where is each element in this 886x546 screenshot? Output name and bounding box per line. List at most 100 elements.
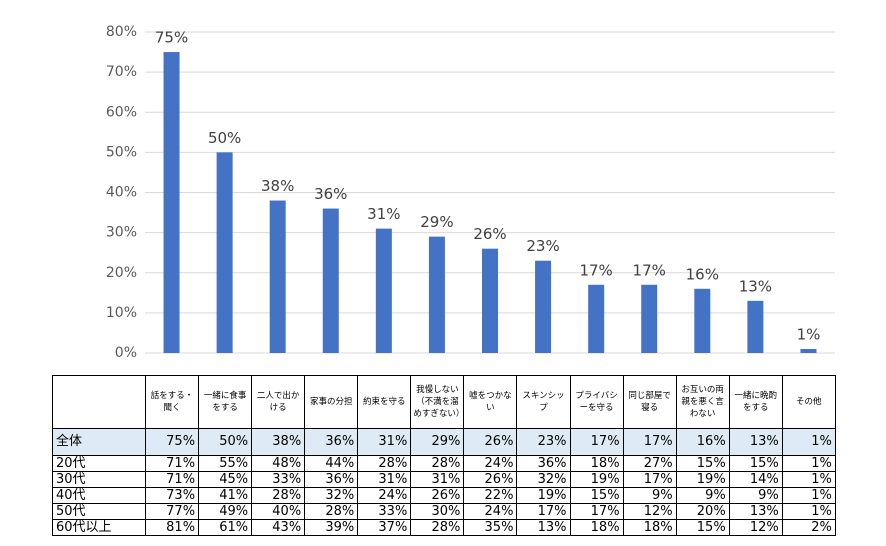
bar [428, 236, 445, 353]
table-cell: 17% [569, 503, 624, 520]
table-cell: 1% [781, 503, 836, 520]
table-cell: 28% [357, 455, 412, 472]
corner-cell [52, 375, 146, 429]
table-cell: 24% [463, 503, 518, 520]
row-label: 20代 [52, 455, 146, 472]
chart: 0% 10% 20% 30% 40% 50% 60% 70% 80% 75% 50% 38% 36% 31… [106, 24, 835, 361]
column-header: 同じ部屋で寝る [622, 375, 677, 429]
bar [800, 348, 817, 353]
column-header: スキンシップ [516, 375, 571, 429]
table-cell: 1% [781, 428, 836, 456]
bar [588, 284, 605, 353]
value-label: 50% [208, 129, 241, 147]
column-header: 約束を守る [357, 375, 412, 429]
table-cell: 38% [251, 428, 306, 456]
table-cell: 1% [781, 455, 836, 472]
data-table: 話をする・聞く 一緒に食事をする 二人で出かける 家事の分担 約束を守る 我慢しない（不満… [52, 375, 836, 536]
value-label: 17% [633, 261, 666, 279]
table-cell: 24% [357, 487, 412, 504]
table-cell: 27% [622, 455, 677, 472]
table-cell: 15% [675, 455, 730, 472]
y-tick-label: 30% [106, 225, 137, 241]
bar [641, 284, 658, 353]
table-cell: 28% [304, 503, 359, 520]
value-label: 31% [367, 205, 400, 223]
bar [535, 260, 552, 353]
table-cell: 18% [569, 455, 624, 472]
value-label: 17% [579, 261, 612, 279]
table-cell: 20% [675, 503, 730, 520]
table-row: 20代 71% 55% 48% 44% 28% 28% 24% 36% 18% 27% 15% 15% 1… [52, 455, 836, 472]
bar [216, 152, 233, 353]
table-cell: 50% [198, 428, 253, 456]
table-cell: 41% [198, 487, 253, 504]
table-cell: 19% [569, 471, 624, 488]
table-cell: 49% [198, 503, 253, 520]
table-cell: 24% [463, 455, 518, 472]
table-cell: 18% [569, 519, 624, 536]
value-label: 23% [526, 237, 559, 255]
table-cell: 16% [675, 428, 730, 456]
table-cell: 32% [304, 487, 359, 504]
table-cell: 1% [781, 487, 836, 504]
table-cell: 9% [622, 487, 677, 504]
column-header: 我慢しない（不満を溜めすぎない） [410, 375, 465, 429]
y-tick-label: 0% [115, 345, 137, 361]
value-label: 1% [797, 325, 821, 343]
table-cell: 30% [410, 503, 465, 520]
value-label: 36% [314, 185, 347, 203]
table-cell: 18% [622, 519, 677, 536]
table-cell: 28% [251, 487, 306, 504]
column-header: 家事の分担 [304, 375, 359, 429]
table-row: 全体 75% 50% 38% 36% 31% 29% 26% 23% 17% 17% 16% 13% 1% [52, 428, 836, 456]
table-cell: 40% [251, 503, 306, 520]
table-cell: 32% [516, 471, 571, 488]
bar [482, 248, 498, 353]
table-cell: 77% [144, 503, 200, 520]
table-cell: 13% [728, 503, 783, 520]
table-cell: 12% [622, 503, 677, 520]
table-cell: 22% [463, 487, 518, 504]
row-label: 60代以上 [52, 519, 146, 536]
table-cell: 37% [357, 519, 412, 536]
table-cell: 19% [516, 487, 571, 504]
table-row: 50代 77% 49% 40% 28% 33% 30% 24% 17% 17% 12% 20% 13% 1… [52, 503, 836, 520]
row-label: 30代 [52, 471, 146, 488]
bar [269, 200, 286, 353]
bar [322, 208, 339, 353]
table-cell: 26% [463, 428, 518, 456]
table-cell: 81% [144, 519, 200, 536]
table-cell: 31% [357, 471, 412, 488]
table-cell: 29% [410, 428, 465, 456]
table-cell: 9% [728, 487, 783, 504]
table-cell: 1% [781, 471, 836, 488]
y-tick-label: 80% [106, 24, 137, 40]
table-cell: 33% [357, 503, 412, 520]
value-label: 75% [155, 29, 188, 47]
table-cell: 73% [144, 487, 200, 504]
table-cell: 28% [410, 455, 465, 472]
table-cell: 14% [728, 471, 783, 488]
value-label: 16% [686, 265, 719, 283]
value-label: 26% [473, 225, 506, 243]
table-cell: 17% [622, 471, 677, 488]
bar [375, 228, 392, 353]
column-header: 話をする・聞く [144, 375, 200, 429]
table-cell: 35% [463, 519, 518, 536]
value-label: 29% [420, 213, 453, 231]
bar [747, 300, 764, 353]
column-header: 嘘をつかない [463, 375, 518, 429]
y-tick-label: 20% [106, 265, 137, 281]
table-cell: 31% [357, 428, 412, 456]
table-cell: 75% [144, 428, 200, 456]
table-cell: 17% [622, 428, 677, 456]
row-label: 50代 [52, 503, 146, 520]
table-row: 話をする・聞く 一緒に食事をする 二人で出かける 家事の分担 約束を守る 我慢しない（不満… [52, 375, 836, 429]
table-cell: 31% [410, 471, 465, 488]
table-cell: 26% [463, 471, 518, 488]
y-tick-label: 70% [106, 64, 137, 80]
table-cell: 13% [516, 519, 571, 536]
table-cell: 48% [251, 455, 306, 472]
column-header: プライバシーを守る [569, 375, 624, 429]
table-cell: 33% [251, 471, 306, 488]
